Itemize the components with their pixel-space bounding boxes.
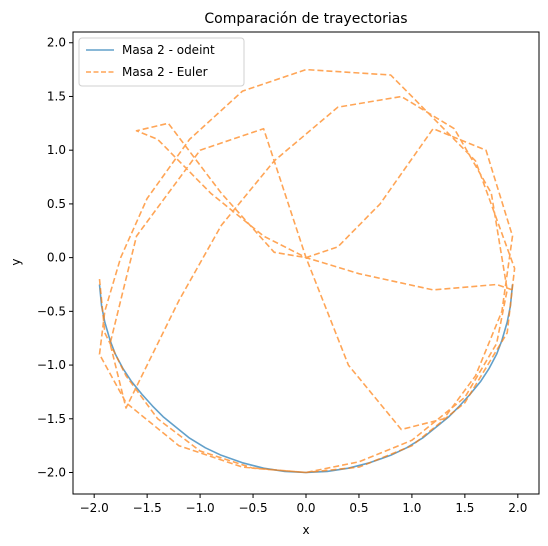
x-axis-ticks: −2.0 −1.5 −1.0 −0.5 0.0 0.5 1.0 1.5 2.0 [80, 494, 527, 515]
x-tick-label: 0.0 [296, 501, 315, 515]
x-tick-label: 1.5 [455, 501, 474, 515]
x-tick-label: 0.5 [349, 501, 368, 515]
y-tick-label: −2.0 [37, 466, 66, 480]
x-tick-label: −1.0 [186, 501, 215, 515]
x-tick-label: −0.5 [238, 501, 267, 515]
axes-frame [72, 31, 540, 495]
y-tick-label: 1.0 [47, 143, 66, 157]
legend-label-euler: Masa 2 - Euler [122, 65, 208, 79]
chart-title: Comparación de trayectorias [204, 11, 407, 27]
y-tick-label: −1.5 [37, 412, 66, 426]
plot-area [98, 68, 516, 474]
y-axis-ticks: −2.0 −1.5 −1.0 −0.5 0.0 0.5 1.0 1.5 2.0 [37, 36, 73, 480]
y-tick-label: 0.0 [47, 251, 66, 265]
y-tick-label: 2.0 [47, 36, 66, 50]
y-tick-label: −1.0 [37, 358, 66, 372]
x-tick-label: 2.0 [508, 501, 527, 515]
y-tick-label: −0.5 [37, 304, 66, 318]
x-axis-label: x [302, 523, 309, 537]
x-tick-label: 1.0 [402, 501, 421, 515]
series-line-0 [98, 284, 514, 474]
x-tick-label: −1.5 [133, 501, 162, 515]
x-tick-label: −2.0 [80, 501, 109, 515]
legend-box [78, 37, 245, 87]
legend: Masa 2 - odeint Masa 2 - Euler [78, 37, 245, 87]
y-axis-label: y [9, 258, 23, 265]
y-tick-label: 0.5 [47, 197, 66, 211]
series-line-1 [98, 68, 516, 474]
y-tick-label: 1.5 [47, 89, 66, 103]
legend-label-odeint: Masa 2 - odeint [122, 43, 215, 57]
